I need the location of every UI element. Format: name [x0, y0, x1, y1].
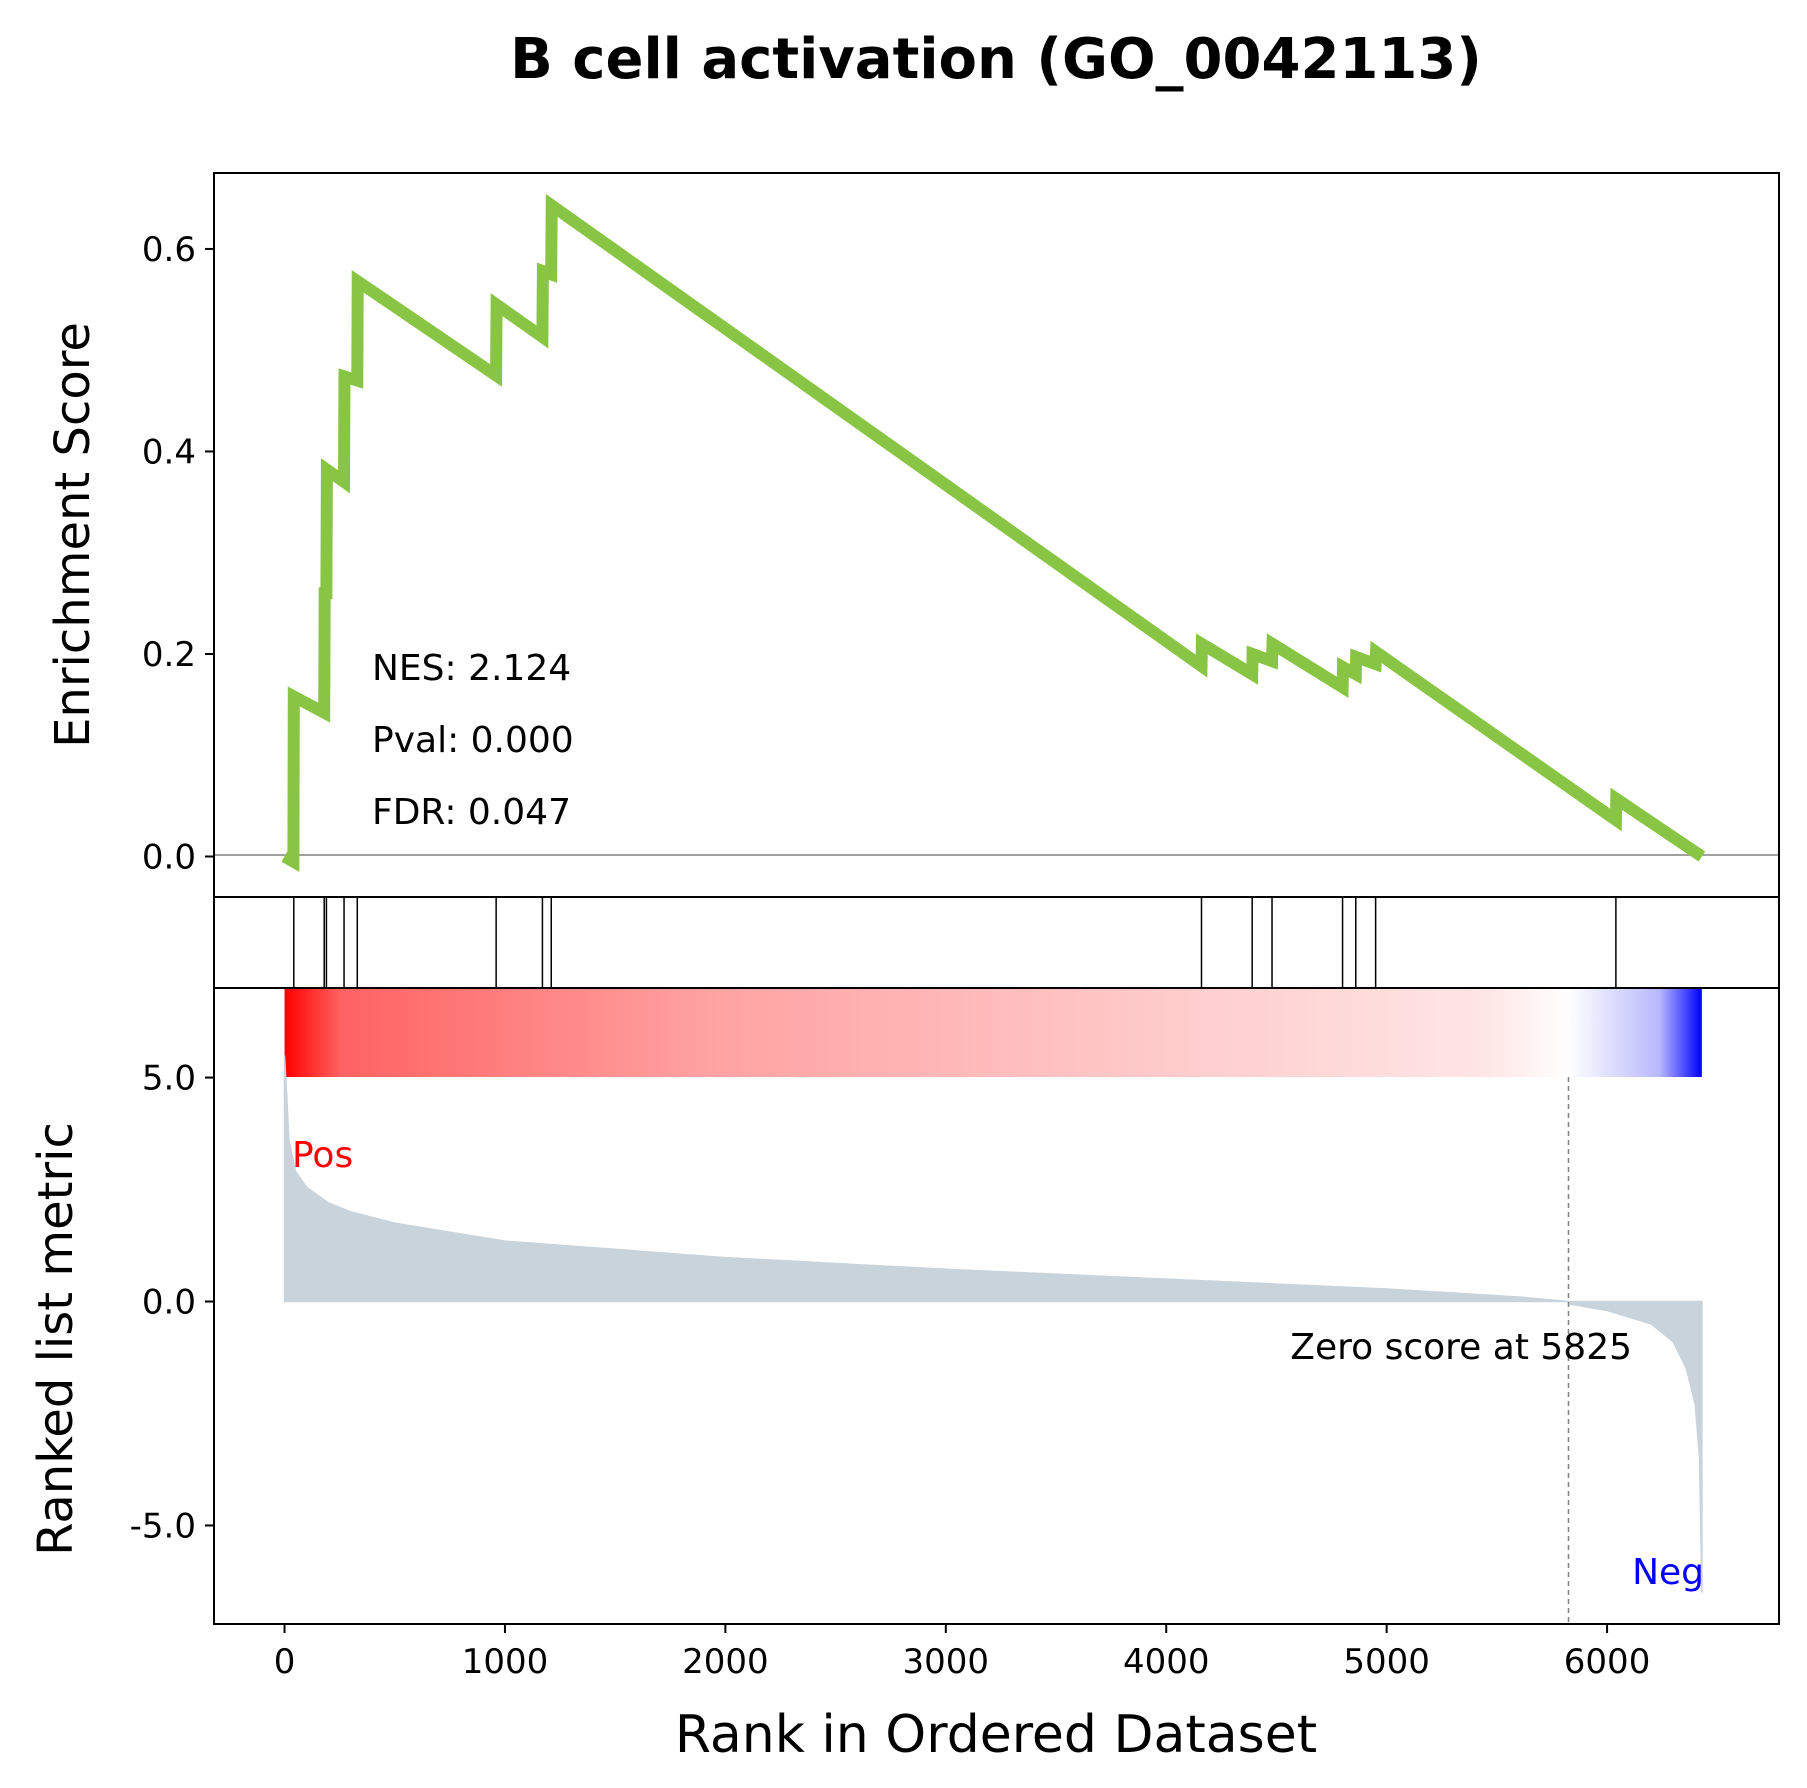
x-tick-label: 5000 [1343, 1642, 1430, 1682]
es-y-tick-label: 0.4 [142, 432, 196, 472]
rm-y-axis: 5.0 0.0 -5.0 [130, 1059, 214, 1546]
rm-y-label: Ranked list metric [28, 1122, 84, 1556]
ranked-panel: 5.0 0.0 -5.0 Pos Neg Zero score at 5825 Ra… [28, 987, 1780, 1625]
rm-y-tick-label: 5.0 [142, 1059, 196, 1099]
rm-y-tick-label: 0.0 [142, 1283, 196, 1323]
hits-frame [213, 896, 1780, 989]
neg-label: Neg [1632, 1552, 1704, 1593]
x-tick-label: 2000 [682, 1642, 769, 1682]
pval-annotation: Pval: 0.000 [372, 720, 574, 761]
enrichment-panel: 0.0 0.2 0.4 0.6 NES: 2.124 Pval: 0.000 FDR:… [45, 172, 1780, 898]
ranked-frame [213, 987, 1780, 1625]
x-axis: 0 1000 2000 3000 4000 5000 6000 [274, 1624, 1651, 1682]
x-tick-label: 1000 [462, 1642, 549, 1682]
es-y-label: Enrichment Score [45, 322, 101, 748]
fdr-annotation: FDR: 0.047 [372, 792, 571, 833]
es-y-axis: 0.0 0.2 0.4 0.6 [142, 230, 214, 877]
hits-panel [213, 896, 1780, 989]
nes-annotation: NES: 2.124 [372, 648, 571, 689]
rank-heatmap-bar [284, 988, 1702, 1077]
es-frame [213, 172, 1780, 898]
ranked-metric-area [283, 1055, 1703, 1593]
es-y-tick-label: 0.0 [142, 837, 196, 877]
zero-score-label: Zero score at 5825 [1290, 1327, 1632, 1368]
es-y-tick-label: 0.2 [142, 635, 196, 675]
rm-y-tick-label: -5.0 [130, 1506, 196, 1546]
chart-title: B cell activation (GO_0042113) [510, 27, 1482, 92]
x-tick-label: 3000 [903, 1642, 990, 1682]
pos-label: Pos [292, 1135, 353, 1176]
hit-lines [293, 897, 1617, 988]
x-tick-label: 4000 [1123, 1642, 1210, 1682]
x-tick-label: 0 [274, 1642, 296, 1682]
es-line [281, 193, 1706, 872]
es-y-tick-label: 0.6 [142, 230, 196, 270]
x-axis-label: Rank in Ordered Dataset [675, 1705, 1317, 1765]
x-tick-label: 6000 [1564, 1642, 1651, 1682]
